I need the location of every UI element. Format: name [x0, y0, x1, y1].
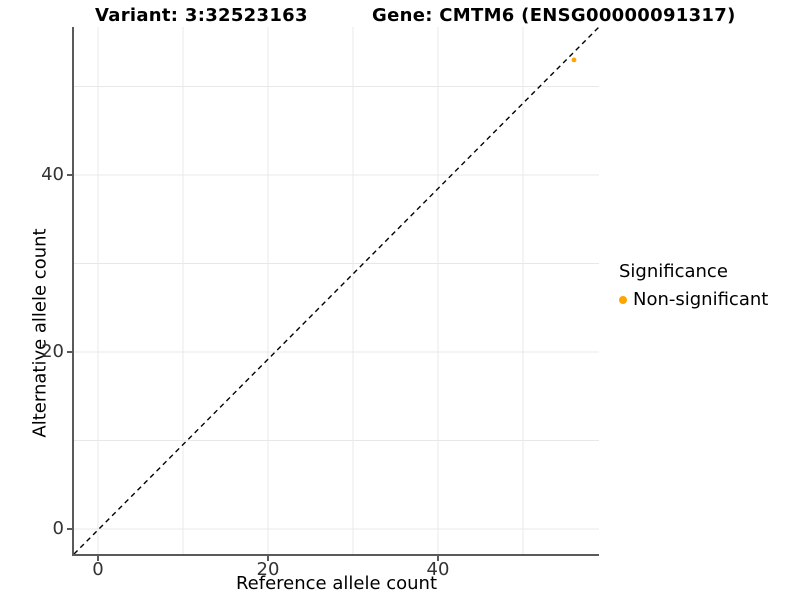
x-axis-tick [97, 556, 99, 561]
plot-title-variant: Variant: 3:32523163 [95, 5, 308, 26]
y-tick-label: 40 [41, 164, 64, 185]
identity-line-dashed [74, 27, 599, 554]
y-axis-tick [67, 174, 72, 176]
y-axis-label: Alternative allele count [29, 228, 51, 438]
x-tick-label: 40 [426, 559, 450, 580]
legend-item-non-significant: Non-significant [619, 289, 768, 310]
legend-point-icon [619, 295, 627, 304]
x-tick-label: 20 [256, 559, 280, 580]
y-tick-label: 20 [41, 341, 64, 362]
plot-title-gene: Gene: CMTM6 (ENSG00000091317) [372, 5, 736, 26]
legend: Significance Non-significant [619, 261, 768, 310]
y-axis-tick [67, 351, 72, 353]
legend-title: Significance [619, 261, 728, 282]
y-tick-label: 0 [52, 518, 64, 539]
plot-area [74, 27, 599, 554]
x-axis-tick [437, 556, 439, 561]
legend-item-label: Non-significant [633, 289, 769, 310]
x-axis-label: Reference allele count [235, 573, 438, 594]
data-point [571, 57, 577, 63]
x-axis-tick [267, 556, 269, 561]
y-axis-tick [67, 528, 72, 530]
x-tick-label: 0 [92, 559, 104, 580]
plot-panel [72, 27, 599, 556]
